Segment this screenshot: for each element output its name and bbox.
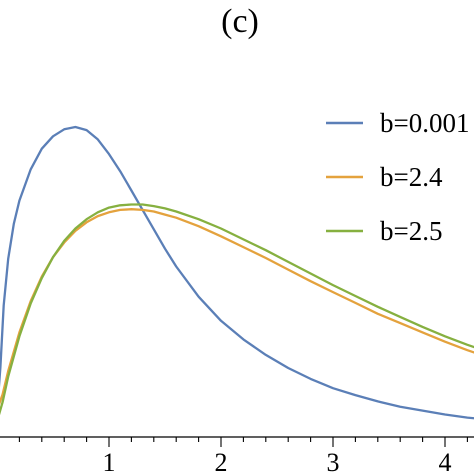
series-layer — [0, 125, 474, 420]
x-tick-label: 4 — [439, 448, 452, 474]
legend: b=0.001 b=2.4 b=2.5 — [326, 108, 469, 246]
series-line-3 — [0, 203, 474, 416]
legend-label-1: b=0.001 — [380, 108, 469, 138]
x-axis-ticks: 1 2 3 4 — [18, 437, 468, 474]
legend-label-2: b=2.4 — [380, 162, 443, 192]
x-tick-label: 2 — [215, 448, 228, 474]
x-tick-label: 3 — [327, 448, 340, 474]
legend-label-3: b=2.5 — [380, 216, 442, 246]
x-tick-label: 1 — [103, 448, 116, 474]
series-line-1 — [0, 125, 474, 420]
chart-title: (c) — [221, 3, 259, 40]
